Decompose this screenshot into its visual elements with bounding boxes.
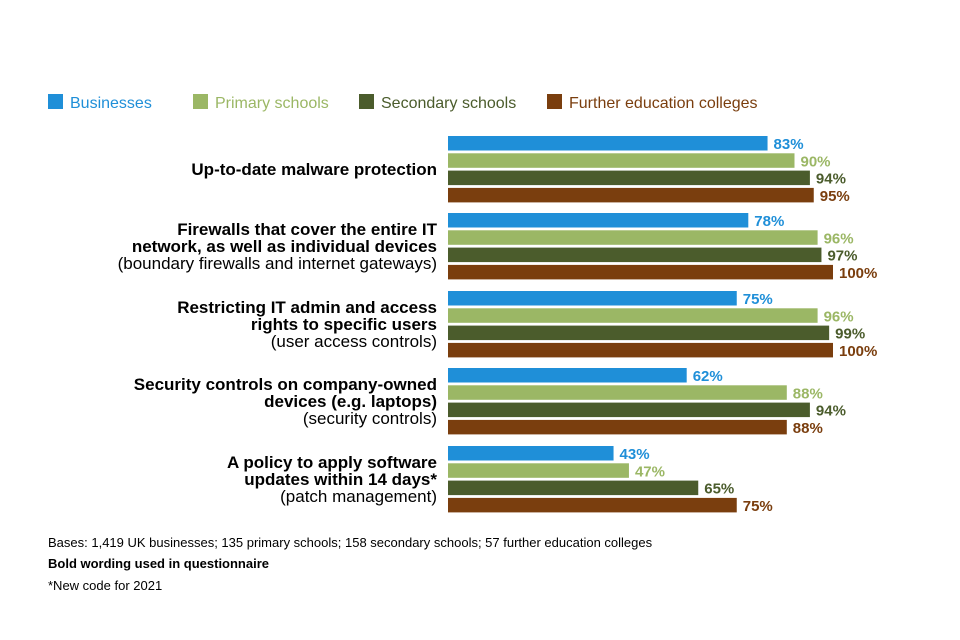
value-label: 47%	[635, 463, 665, 480]
bar	[448, 446, 614, 461]
bar	[448, 153, 795, 168]
bar	[448, 247, 822, 263]
category-label: Firewalls that cover the entire IT	[177, 220, 437, 239]
category-label: Up-to-date malware protection	[191, 160, 437, 179]
category-note: (boundary firewalls and internet gateway…	[118, 254, 437, 273]
value-label: 83%	[774, 136, 804, 153]
bar	[448, 291, 737, 306]
category-note: (user access controls)	[271, 332, 437, 351]
value-label: 94%	[816, 403, 846, 420]
value-label: 97%	[827, 248, 857, 265]
legend-label: Businesses	[70, 95, 152, 112]
category-label: rights to specific users	[251, 315, 437, 334]
bar	[448, 230, 818, 245]
bar	[448, 264, 833, 280]
value-label: 100%	[839, 343, 877, 360]
bar	[448, 308, 818, 323]
legend-swatch	[359, 94, 374, 109]
category-label: network, as well as individual devices	[132, 237, 437, 256]
bar	[448, 419, 787, 435]
bar	[448, 136, 768, 151]
value-label: 95%	[820, 188, 850, 205]
bars	[448, 136, 833, 513]
legend-swatch	[48, 94, 63, 109]
bar	[448, 368, 687, 383]
value-label: 99%	[835, 326, 865, 343]
value-label: 100%	[839, 265, 877, 282]
legend-swatch	[547, 94, 562, 109]
category-label: updates within 14 days*	[244, 470, 437, 489]
value-label: 75%	[743, 498, 773, 515]
legend-label: Further education colleges	[569, 95, 758, 112]
category-label: Restricting IT admin and access	[177, 298, 437, 317]
bar-chart: Businesses Primary schools Secondary schoo…	[48, 94, 878, 515]
category-labels: Up-to-date malware protection Firewalls t…	[118, 160, 438, 506]
bar	[448, 497, 737, 513]
bar	[448, 385, 787, 400]
value-label: 62%	[693, 368, 723, 385]
category-note: (security controls)	[303, 409, 437, 428]
footnote-new-code: *New code for 2021	[48, 578, 163, 593]
value-label: 88%	[793, 385, 823, 402]
footnote-bold-wording: Bold wording used in questionnaire	[48, 556, 270, 571]
category-note: (patch management)	[280, 487, 437, 506]
category-label: devices (e.g. laptops)	[264, 392, 437, 411]
value-label: 88%	[793, 420, 823, 437]
bar	[448, 187, 814, 203]
value-label: 90%	[801, 153, 831, 170]
footnote-bases: Bases: 1,419 UK businesses; 135 primary …	[48, 535, 653, 550]
category-label: A policy to apply software	[227, 453, 437, 472]
bar	[448, 342, 833, 358]
value-labels: 83%90%94%95%78%96%97%100%75%96%99%100%62…	[620, 136, 878, 515]
value-label: 78%	[754, 213, 784, 230]
bar	[448, 463, 629, 478]
legend: Businesses Primary schools Secondary schoo…	[48, 94, 758, 112]
bar	[448, 213, 749, 228]
bar	[448, 170, 810, 186]
value-label: 43%	[620, 446, 650, 463]
value-label: 96%	[824, 230, 854, 247]
bar	[448, 480, 699, 496]
value-label: 94%	[816, 171, 846, 188]
bar	[448, 325, 830, 341]
legend-swatch	[193, 94, 208, 109]
value-label: 96%	[824, 308, 854, 325]
legend-label: Secondary schools	[381, 95, 516, 112]
value-label: 75%	[743, 291, 773, 308]
value-label: 65%	[704, 481, 734, 498]
legend-label: Primary schools	[215, 95, 329, 112]
category-label: Security controls on company-owned	[134, 375, 437, 394]
bar	[448, 402, 810, 418]
